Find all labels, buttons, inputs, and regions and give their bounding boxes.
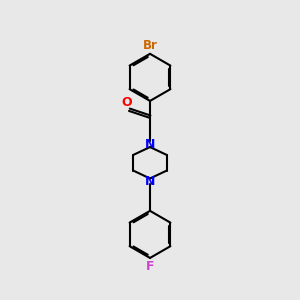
- Text: O: O: [122, 96, 132, 109]
- Text: Br: Br: [142, 39, 158, 52]
- Text: N: N: [145, 175, 155, 188]
- Text: N: N: [145, 138, 155, 151]
- Text: F: F: [146, 260, 154, 273]
